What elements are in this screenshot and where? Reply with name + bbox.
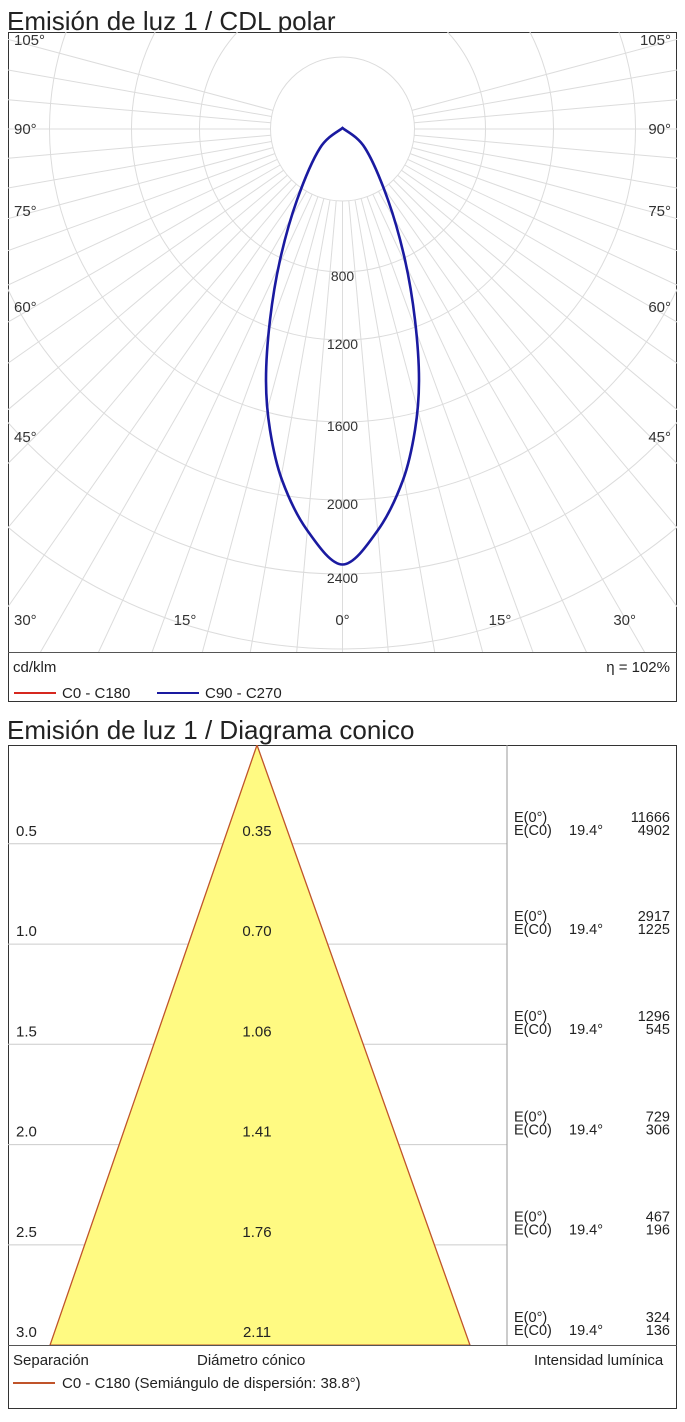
svg-text:0.70: 0.70 (242, 923, 271, 940)
svg-text:1.06: 1.06 (242, 1023, 271, 1040)
svg-text:2.5: 2.5 (16, 1224, 37, 1241)
svg-text:1.41: 1.41 (242, 1124, 271, 1141)
svg-text:0.5: 0.5 (16, 823, 37, 840)
svg-text:1.0: 1.0 (16, 923, 37, 940)
svg-text:19.4°: 19.4° (569, 1122, 603, 1138)
svg-text:4902: 4902 (638, 823, 670, 839)
svg-text:19.4°: 19.4° (569, 823, 603, 839)
svg-text:2.0: 2.0 (16, 1124, 37, 1141)
svg-text:E(C0): E(C0) (514, 1022, 552, 1038)
svg-text:E(C0): E(C0) (514, 823, 552, 839)
svg-text:1.76: 1.76 (242, 1224, 271, 1241)
svg-text:19.4°: 19.4° (569, 1323, 603, 1339)
svg-text:136: 136 (646, 1323, 670, 1339)
svg-text:2.11: 2.11 (243, 1324, 271, 1341)
svg-text:196: 196 (646, 1223, 670, 1239)
svg-text:306: 306 (646, 1122, 670, 1138)
svg-text:0.35: 0.35 (242, 823, 271, 840)
svg-text:1225: 1225 (638, 922, 670, 938)
svg-text:3.0: 3.0 (16, 1324, 37, 1341)
svg-text:E(C0): E(C0) (514, 1223, 552, 1239)
svg-text:19.4°: 19.4° (569, 1022, 603, 1038)
svg-text:19.4°: 19.4° (569, 922, 603, 938)
svg-text:E(C0): E(C0) (514, 1323, 552, 1339)
svg-text:E(C0): E(C0) (514, 1122, 552, 1138)
svg-text:E(C0): E(C0) (514, 922, 552, 938)
svg-text:1.5: 1.5 (16, 1023, 37, 1040)
svg-text:545: 545 (646, 1022, 670, 1038)
svg-text:19.4°: 19.4° (569, 1223, 603, 1239)
